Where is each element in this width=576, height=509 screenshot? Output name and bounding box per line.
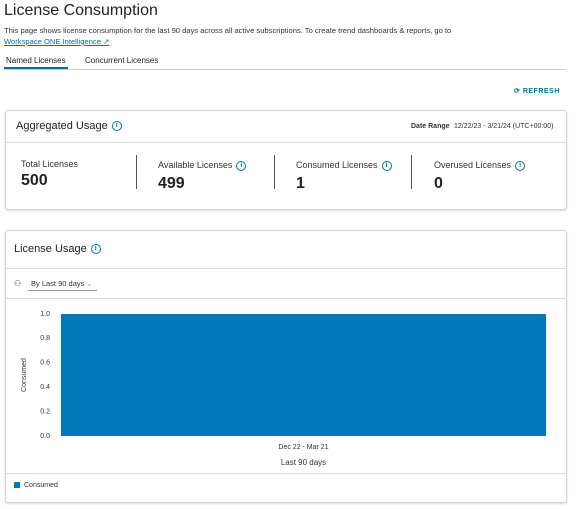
divider	[6, 473, 566, 474]
stat-divider	[411, 155, 412, 189]
stat-value: 1	[296, 175, 305, 192]
info-icon[interactable]: i	[515, 160, 526, 171]
y-tick-label: 0.8	[40, 335, 50, 342]
y-tick-label: 0.0	[40, 433, 50, 440]
y-tick-label: 0.6	[40, 360, 50, 367]
divider	[6, 142, 566, 143]
x-tick-label: Dec 22 - Mar 21	[278, 444, 328, 451]
card-title: License Usage i	[14, 243, 101, 255]
filter-text[interactable]: By Last 90 days	[31, 279, 85, 288]
refresh-label[interactable]: REFRESH	[522, 88, 560, 95]
x-axis-label: Last 90 days	[281, 458, 326, 467]
y-axis-label: Consumed	[21, 358, 28, 392]
filter-dropdown[interactable]: By Last 90 days ⌄	[28, 279, 97, 291]
page-title: License Consumption	[4, 2, 158, 19]
stat-label-text: Available Licenses	[158, 160, 233, 170]
stat-label: Consumed Licenses i	[296, 160, 392, 171]
y-tick-label: 1.0	[40, 311, 50, 318]
date-range: 12/22/23 - 3/21/24 (UTC+00:00)	[454, 123, 554, 130]
refresh-button[interactable]: ⟳ REFRESH	[514, 88, 560, 95]
info-icon[interactable]: i	[90, 244, 101, 255]
external-icon: ↗	[103, 37, 110, 46]
link-text[interactable]: Workspace ONE Intelligence	[4, 37, 101, 46]
bar	[61, 314, 546, 436]
info-icon[interactable]: i	[236, 160, 247, 171]
date-range-label: Date Range	[411, 123, 450, 130]
y-tick-label: 0.2	[40, 408, 50, 415]
stat-divider	[274, 155, 275, 189]
stat-label: Total Licenses	[21, 159, 79, 169]
filter-icon: ⚇	[14, 279, 22, 288]
card-title-text: License Usage	[14, 243, 87, 255]
card-title-text: Aggregated Usage	[16, 120, 108, 132]
tab[interactable]: Concurrent Licenses	[85, 56, 159, 65]
divider	[6, 298, 566, 299]
info-icon[interactable]: i	[111, 121, 122, 132]
tab[interactable]: Named Licenses	[6, 56, 66, 65]
legend-swatch	[14, 482, 20, 488]
card-title: Aggregated Usage i	[16, 120, 122, 132]
stat-label: Available Licenses i	[158, 160, 247, 171]
stat-label-text: Consumed Licenses	[296, 160, 378, 170]
aggregated-usage-card: Aggregated Usage i Date Range 12/22/23 - …	[5, 110, 567, 210]
y-tick-label: 0.4	[40, 384, 50, 391]
caret: ⌄	[86, 279, 93, 288]
description: This page shows license consumption for …	[4, 26, 452, 35]
active-tab-indicator	[4, 67, 68, 69]
stat-value: 500	[21, 172, 48, 189]
stat-divider	[136, 155, 137, 189]
stat-label: Overused Licenses i	[434, 160, 526, 171]
stat-label-text: Overused Licenses	[434, 160, 512, 170]
legend-label: Consumed	[24, 482, 58, 489]
intelligence-link[interactable]: Workspace ONE Intelligence ↗	[4, 37, 109, 46]
tab-underline	[4, 69, 566, 70]
divider	[6, 268, 566, 269]
stat-value: 499	[158, 175, 185, 192]
info-icon[interactable]: i	[381, 160, 392, 171]
stat-value: 0	[434, 175, 443, 192]
